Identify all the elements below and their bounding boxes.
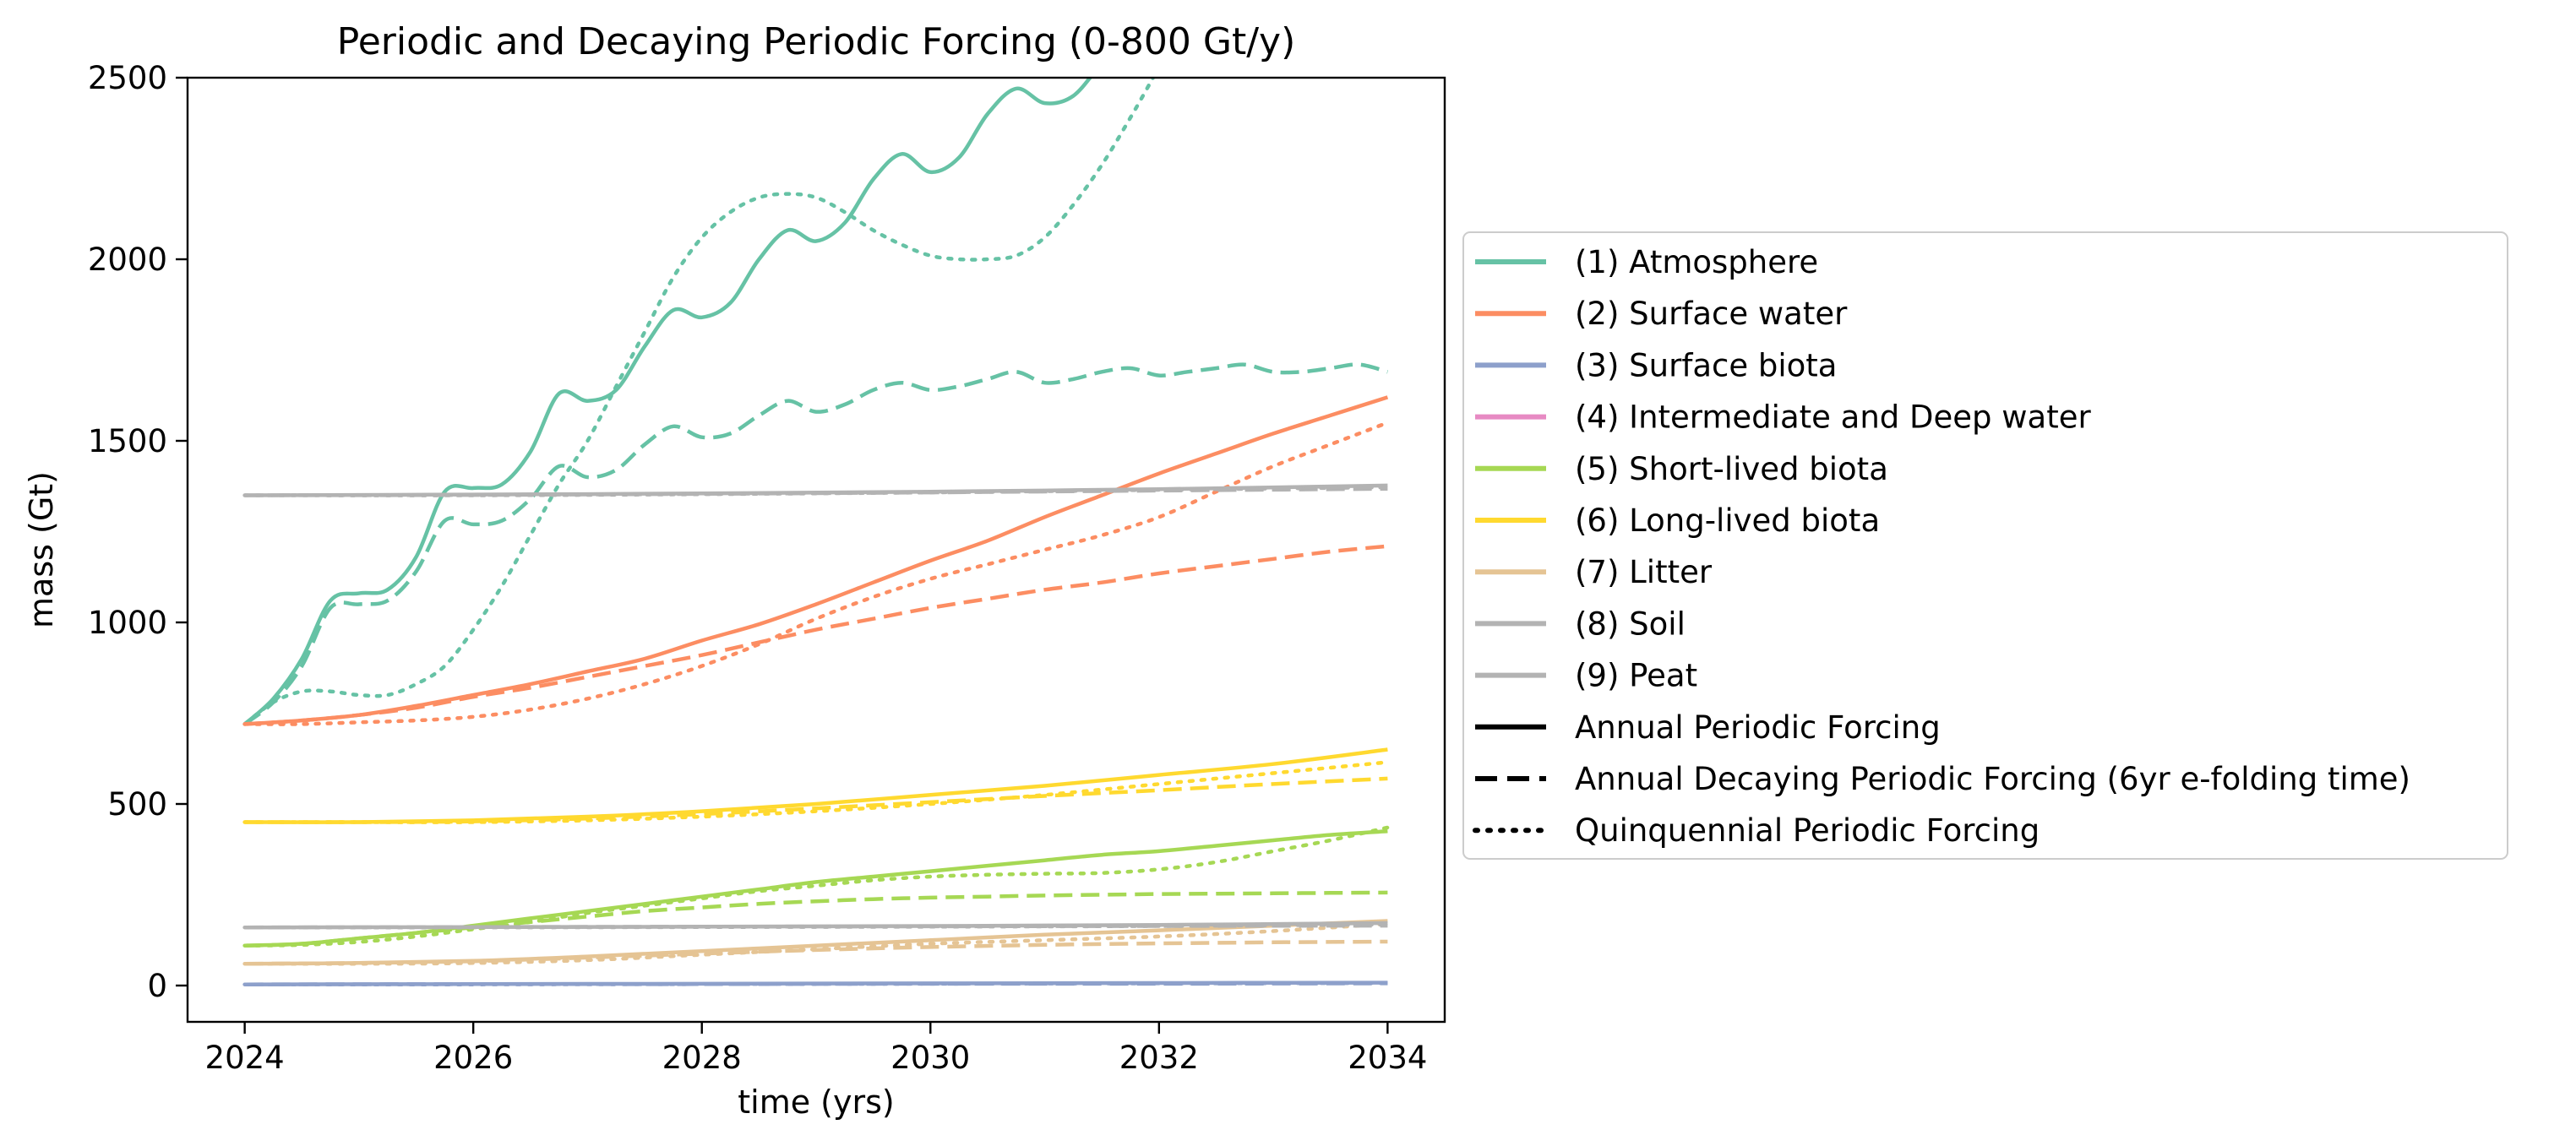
x-tick-label: 2026 [433,1040,513,1076]
series-layer [242,78,1390,986]
x-tick-label: 2030 [890,1040,970,1076]
series-line-1-dotted [242,78,1156,726]
legend-label: (7) Litter [1575,554,1713,590]
series-line-2-dotted [242,421,1390,726]
y-tick-label: 2500 [88,60,167,96]
x-tick-label: 2032 [1119,1040,1199,1076]
series-line-6-dotted [242,760,1390,824]
x-tick-label: 2028 [662,1040,742,1076]
legend-label: (9) Peat [1575,658,1697,694]
y-tick-label: 0 [147,968,167,1004]
series-line-6-dashed [244,776,1388,824]
series-line-5-dotted [242,825,1390,948]
series-line-3-dotted [242,980,1390,986]
series-line-5-solid [244,829,1388,948]
legend-label: (2) Surface water [1575,296,1848,332]
legend-label: Quinquennial Periodic Forcing [1575,812,2040,849]
x-axis: 2024 2026 2028 2030 2032 2034 [205,1022,1427,1076]
chart-title: Periodic and Decaying Periodic Forcing (… [337,20,1296,63]
y-tick-label: 2000 [88,242,167,278]
plot-area-frame [186,76,1446,1024]
legend-label: (5) Short-lived biota [1575,451,1888,487]
legend-label: (4) Intermediate and Deep water [1575,399,2091,436]
legend-frame [1462,231,2508,860]
series-line-8-dotted [242,922,1390,930]
series-line-5-dashed [244,890,1388,948]
legend-label: (6) Long-lived biota [1575,502,1880,539]
y-tick-label: 1000 [88,605,167,641]
legend: (1) Atmosphere (2) Surface water (3) Surfa… [1462,231,2508,860]
legend-label: (8) Soil [1575,606,1686,642]
x-axis-label: time (yrs) [738,1084,895,1121]
legend-label: Annual Decaying Periodic Forcing (6yr e-… [1575,761,2410,797]
series-line-2-dashed [244,544,1388,726]
legend-label: (1) Atmosphere [1575,244,1818,280]
series-line-1-solid [243,78,1093,726]
y-tick-label: 500 [107,786,167,823]
x-tick-label: 2024 [205,1040,285,1076]
legend-label: (3) Surface biota [1575,347,1837,383]
y-tick-label: 1500 [88,423,167,459]
y-axis: 0 500 1000 1500 2000 2500 [88,60,188,1004]
x-tick-label: 2034 [1348,1040,1427,1076]
series-line-1-dashed [243,362,1388,726]
legend-label: Annual Periodic Forcing [1575,709,1941,746]
y-axis-label: mass (Gt) [23,471,60,628]
series-line-9-dotted [242,485,1390,497]
series-line-7-dotted [242,921,1390,966]
